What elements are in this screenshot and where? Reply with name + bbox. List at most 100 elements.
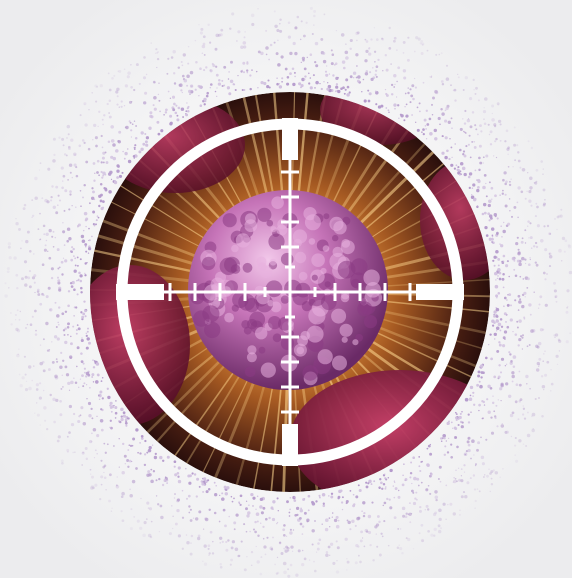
dot xyxy=(479,124,482,128)
dot xyxy=(345,43,347,45)
dot xyxy=(81,464,84,466)
dot xyxy=(419,110,421,113)
dot xyxy=(294,496,296,498)
dot xyxy=(140,147,144,151)
dot xyxy=(106,102,109,106)
dot xyxy=(241,69,244,72)
dot xyxy=(432,512,437,517)
dot xyxy=(368,479,372,484)
dot xyxy=(88,227,90,230)
dot xyxy=(493,314,497,318)
dot xyxy=(516,144,519,147)
bump xyxy=(320,267,327,275)
dot xyxy=(126,459,130,462)
dot xyxy=(142,76,147,80)
dot xyxy=(203,477,207,481)
dot xyxy=(216,87,218,89)
dot xyxy=(66,435,69,438)
dot xyxy=(175,104,178,107)
dot xyxy=(474,499,477,503)
dot xyxy=(434,511,438,515)
dot xyxy=(383,501,387,505)
dot xyxy=(381,37,384,40)
dot xyxy=(209,69,213,73)
dot xyxy=(270,548,274,551)
dot xyxy=(418,102,421,105)
dot xyxy=(130,136,133,138)
dot xyxy=(84,272,86,275)
dot xyxy=(454,416,458,420)
dot xyxy=(95,100,98,103)
bump xyxy=(258,346,266,354)
dot xyxy=(363,545,366,548)
dot xyxy=(173,460,177,464)
dot xyxy=(268,86,271,89)
dot xyxy=(228,92,232,96)
dot xyxy=(21,376,25,380)
dot xyxy=(15,273,19,277)
dot xyxy=(476,383,480,387)
dot xyxy=(429,492,432,495)
dot xyxy=(87,327,89,330)
dot xyxy=(21,277,24,281)
dot xyxy=(112,143,116,147)
dot xyxy=(116,169,120,173)
dot xyxy=(79,414,82,417)
dot xyxy=(349,490,352,492)
dot xyxy=(365,40,369,43)
dot xyxy=(399,547,403,551)
dot xyxy=(51,235,54,238)
dot xyxy=(103,471,105,474)
dot xyxy=(460,425,464,429)
dot xyxy=(154,52,157,55)
dot xyxy=(205,66,208,69)
dot xyxy=(323,13,326,16)
dot xyxy=(514,274,518,277)
dot xyxy=(526,286,529,289)
dot xyxy=(135,428,139,432)
dot xyxy=(335,29,338,32)
dot xyxy=(79,274,83,278)
dot xyxy=(35,329,37,332)
dot xyxy=(221,540,224,544)
dot xyxy=(174,522,178,526)
dot xyxy=(313,24,315,26)
dot xyxy=(407,91,410,95)
dot xyxy=(507,165,510,168)
dot xyxy=(88,239,91,242)
dot xyxy=(69,190,72,193)
dot xyxy=(432,96,435,100)
dot xyxy=(472,391,475,394)
dot xyxy=(483,118,485,120)
dot xyxy=(444,155,448,160)
dot xyxy=(383,520,386,523)
dot xyxy=(171,505,173,507)
dot xyxy=(143,453,147,456)
dot xyxy=(102,161,105,164)
dot xyxy=(131,479,136,484)
dot xyxy=(363,511,366,515)
dot xyxy=(491,234,494,237)
bump xyxy=(278,316,292,331)
dot xyxy=(300,507,303,510)
dot xyxy=(203,544,207,548)
dot xyxy=(88,341,91,345)
dot xyxy=(519,298,522,301)
dot xyxy=(486,474,489,478)
dot xyxy=(548,232,551,236)
dot xyxy=(530,329,534,333)
dot xyxy=(384,487,387,490)
dot xyxy=(474,124,477,127)
dot xyxy=(93,456,96,459)
dot xyxy=(535,180,538,183)
dot xyxy=(402,52,405,54)
dot xyxy=(223,84,226,87)
dot xyxy=(506,260,509,263)
dot xyxy=(494,125,497,128)
dot xyxy=(526,411,529,414)
dot xyxy=(374,60,376,63)
dot xyxy=(382,504,385,507)
dot xyxy=(45,239,48,242)
dot xyxy=(107,140,111,143)
dot xyxy=(17,353,19,355)
